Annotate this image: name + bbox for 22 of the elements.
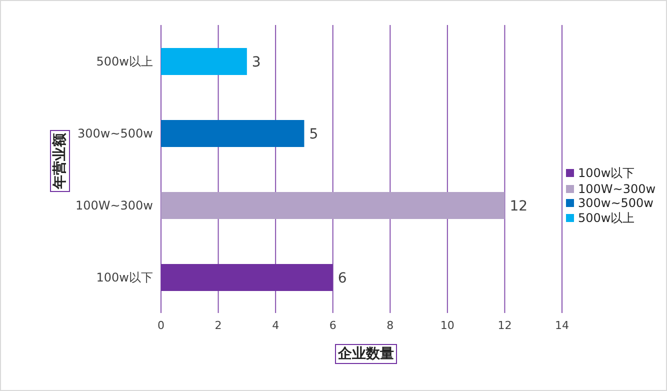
data-label: 6 [338, 270, 347, 286]
y-axis-title: 年营业额 [50, 130, 70, 192]
y-tick-label: 100w以下 [96, 270, 153, 284]
y-tick-label: 100W~300w [75, 198, 154, 212]
y-tick-label: 300w~500w [78, 126, 154, 140]
x-axis-title: 企业数量 [335, 344, 397, 364]
data-label: 5 [309, 126, 318, 142]
x-tick-label: 2 [214, 318, 222, 332]
x-tick-label: 6 [329, 318, 336, 332]
x-tick-label: 8 [386, 318, 394, 332]
legend-label: 300w~500w [578, 196, 654, 210]
x-tick-label: 12 [498, 318, 512, 332]
y-tick-label: 500w以上 [96, 54, 153, 68]
x-tick-label: 4 [272, 318, 280, 332]
data-label: 3 [252, 54, 261, 70]
legend-label: 500w以上 [578, 210, 635, 224]
x-tick-label: 14 [555, 318, 569, 332]
legend-label: 100W~300w [578, 182, 656, 196]
x-tick-label: 10 [440, 318, 454, 332]
x-tick-label: 0 [158, 318, 164, 332]
data-label: 12 [510, 198, 528, 214]
legend-label: 100w以下 [578, 166, 635, 180]
